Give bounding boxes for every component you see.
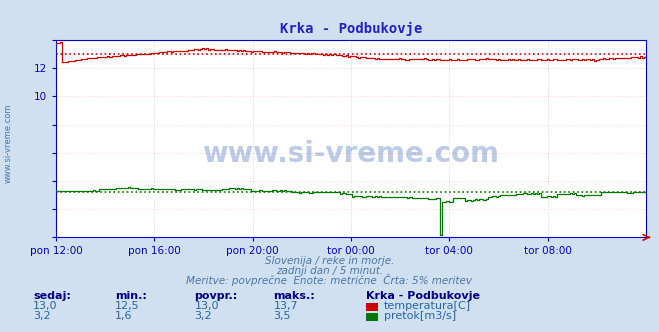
Text: 13,0: 13,0 <box>33 301 57 311</box>
Title: Krka - Podbukovje: Krka - Podbukovje <box>279 22 422 36</box>
Text: 3,5: 3,5 <box>273 311 291 321</box>
Text: 13,7: 13,7 <box>273 301 298 311</box>
Text: Meritve: povprečne  Enote: metrične  Črta: 5% meritev: Meritve: povprečne Enote: metrične Črta:… <box>186 274 473 286</box>
Text: temperatura[C]: temperatura[C] <box>384 301 471 311</box>
Text: zadnji dan / 5 minut.: zadnji dan / 5 minut. <box>276 266 383 276</box>
Text: www.si-vreme.com: www.si-vreme.com <box>3 103 13 183</box>
Text: 12,5: 12,5 <box>115 301 140 311</box>
Text: www.si-vreme.com: www.si-vreme.com <box>202 140 500 168</box>
Text: Slovenija / reke in morje.: Slovenija / reke in morje. <box>265 256 394 266</box>
Text: 3,2: 3,2 <box>33 311 51 321</box>
Text: 1,6: 1,6 <box>115 311 133 321</box>
Text: Krka - Podbukovje: Krka - Podbukovje <box>366 291 480 301</box>
Text: povpr.:: povpr.: <box>194 291 238 301</box>
Text: maks.:: maks.: <box>273 291 315 301</box>
Text: 13,0: 13,0 <box>194 301 219 311</box>
Text: min.:: min.: <box>115 291 147 301</box>
Text: 3,2: 3,2 <box>194 311 212 321</box>
Text: sedaj:: sedaj: <box>33 291 71 301</box>
Text: pretok[m3/s]: pretok[m3/s] <box>384 311 456 321</box>
